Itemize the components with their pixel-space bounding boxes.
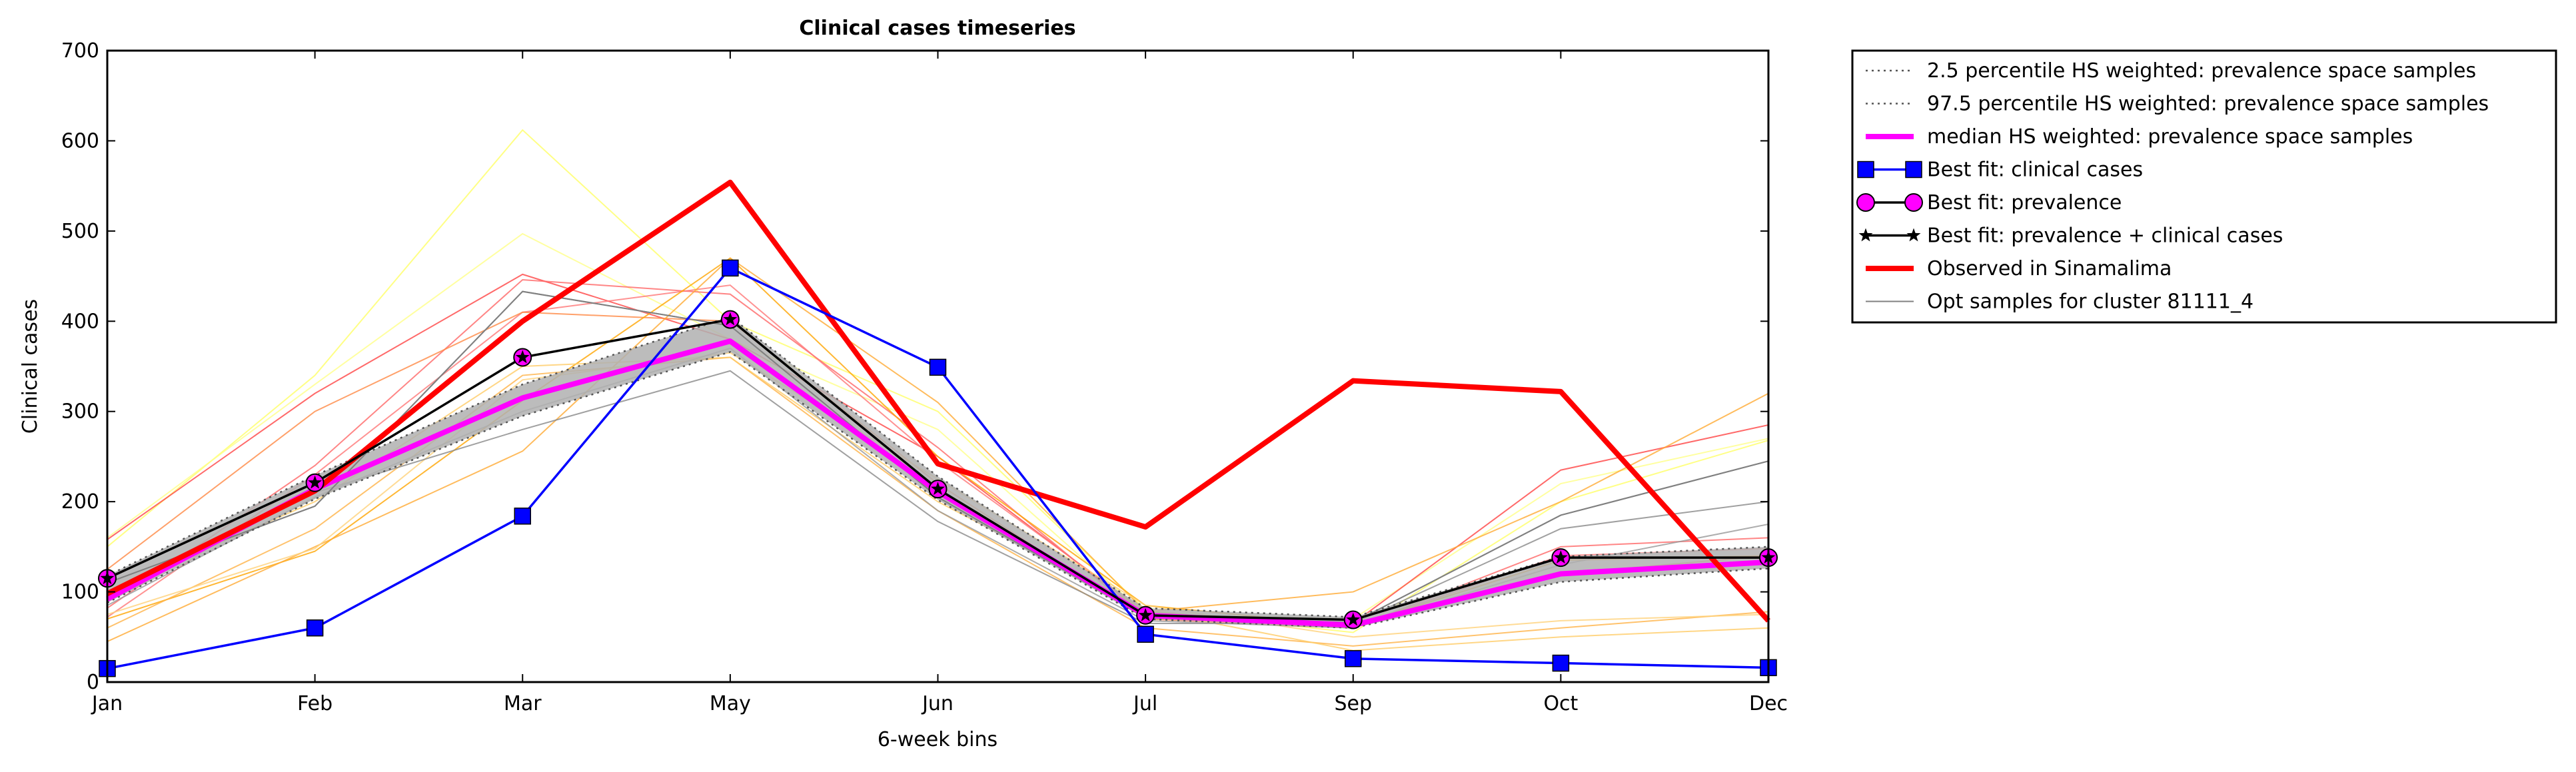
chart-title: Clinical cases timeseries — [799, 17, 1075, 40]
legend-square-marker — [1905, 161, 1922, 179]
x-tick-label: Sep — [1334, 692, 1372, 715]
opt-sample-line-8 — [107, 257, 1768, 642]
legend-label: Observed in Sinamalima — [1927, 257, 2172, 280]
axes-layer: 0 100 200 300 400 500 600 700 Jan Feb Mar May Jun Jul… — [61, 39, 1788, 715]
legend-label: Opt samples for cluster 81111_4 — [1927, 290, 2254, 314]
legend-star-marker — [1906, 228, 1921, 242]
x-tick-label: Feb — [297, 692, 332, 715]
legend-label: 2.5 percentile HS weighted: prevalence s… — [1927, 59, 2476, 83]
best-fit-clinical-marker — [514, 508, 531, 525]
best-fit-combined-marker — [1138, 607, 1153, 621]
best-fit-clinical-marker — [722, 259, 739, 277]
legend-entry: Observed in Sinamalima — [1866, 257, 2172, 280]
x-tick-label: Jan — [91, 692, 123, 715]
x-tick-label: May — [710, 692, 751, 715]
legend-circle-marker — [1904, 193, 1923, 212]
y-tick-label: 400 — [61, 310, 99, 333]
y-axis-label: Clinical cases — [19, 299, 42, 434]
y-tick-label: 200 — [61, 490, 99, 514]
percentile-2-5-line — [107, 350, 1769, 629]
legend-label: Best fit: prevalence — [1927, 191, 2122, 214]
x-tick-label: Jun — [921, 692, 954, 715]
legend-label: 97.5 percentile HS weighted: prevalence … — [1927, 93, 2489, 116]
best-fit-combined-marker — [931, 482, 945, 496]
x-tick-label: Dec — [1749, 692, 1788, 715]
legend-square-marker — [1857, 161, 1874, 179]
y-tick-label: 600 — [61, 129, 99, 153]
x-tick-label: Mar — [504, 692, 542, 715]
legend-entry: Opt samples for cluster 81111_4 — [1866, 290, 2254, 314]
y-tick-label: 100 — [61, 581, 99, 604]
y-tick-label: 300 — [61, 400, 99, 424]
legend-entry: Best fit: prevalence — [1856, 191, 2122, 214]
best-fit-clinical-marker — [1552, 654, 1570, 672]
y-tick-label: 700 — [61, 39, 99, 63]
legend-label: Best fit: clinical cases — [1927, 159, 2143, 182]
observed-line — [106, 179, 1770, 623]
best-fit-clinical-marker — [929, 358, 947, 376]
legend-label: Best fit: prevalence + clinical cases — [1927, 224, 2283, 248]
x-tick-label: Oct — [1543, 692, 1578, 715]
best-fit-combined-marker — [515, 350, 530, 364]
best-fit-clinical-marker — [1345, 650, 1362, 667]
best-fit-clinical-marker — [1137, 625, 1154, 643]
legend: 2.5 percentile HS weighted: prevalence s… — [1851, 49, 2557, 324]
y-tick-label: 500 — [61, 220, 99, 243]
y-tick-label: 0 — [87, 671, 99, 694]
legend-entry: Best fit: clinical cases — [1857, 159, 2143, 182]
opt-sample-line-1 — [107, 129, 1768, 633]
legend-entry: 2.5 percentile HS weighted: prevalence s… — [1866, 59, 2476, 83]
legend-entry: median HS weighted: prevalence space sam… — [1866, 125, 2413, 149]
best-fit-combined-marker — [723, 312, 738, 326]
opt-sample-line-2 — [107, 232, 1768, 620]
percentile-band-layer — [107, 316, 1768, 628]
best-fit-combined-marker — [1346, 612, 1361, 626]
percentile-97-5-line — [107, 316, 1769, 618]
x-axis-label: 6-week bins — [878, 728, 997, 751]
legend-entry: 97.5 percentile HS weighted: prevalence … — [1866, 93, 2489, 116]
legend-label: median HS weighted: prevalence space sam… — [1927, 125, 2413, 149]
legend-entry: Best fit: prevalence + clinical cases — [1858, 224, 2283, 248]
x-tick-label: Jul — [1132, 692, 1157, 715]
opt-sample-line-4 — [107, 278, 1768, 629]
percentile-band — [107, 316, 1768, 628]
best-fit-combined-marker — [1553, 550, 1568, 564]
best-fit-clinical-marker — [306, 619, 324, 637]
legend-circle-marker — [1856, 193, 1875, 212]
legend-box — [1851, 49, 2557, 324]
best-fit-combined-marker — [308, 475, 322, 489]
legend-star-marker — [1858, 228, 1873, 242]
